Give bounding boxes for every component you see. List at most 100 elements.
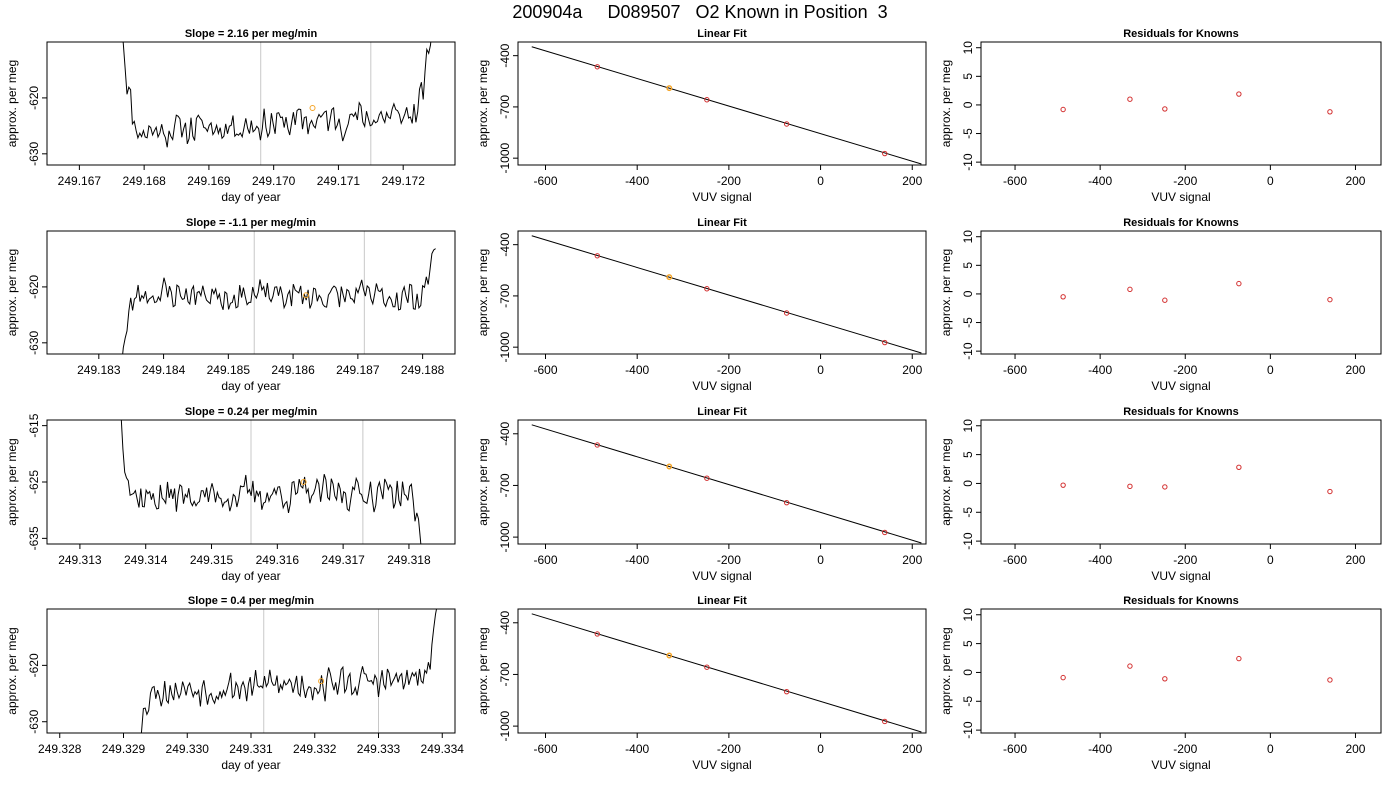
residual-point [1327, 488, 1333, 495]
x-tick-label: -400 [1088, 363, 1112, 377]
residual-point [1327, 296, 1333, 303]
x-axis-label: VUV signal [1151, 758, 1210, 772]
panel-title: Linear Fit [697, 28, 747, 40]
x-tick-label: -200 [1173, 742, 1197, 756]
known-point [704, 286, 710, 292]
y-tick-label: -1000 [498, 710, 512, 741]
x-tick-label: 249.169 [187, 174, 231, 188]
known-point [783, 688, 790, 695]
y-axis-label: approx. per meg [939, 249, 953, 336]
panel-title: Linear Fit [697, 595, 747, 607]
x-tick-label: 0 [817, 174, 824, 188]
x-axis-label: day of year [221, 379, 280, 393]
x-tick-label: 200 [902, 363, 922, 377]
x-tick-label: 249.318 [387, 553, 431, 567]
panel-title: Residuals for Knowns [1123, 406, 1239, 418]
x-tick-label: 200 [1345, 742, 1365, 756]
x-axis-label: VUV signal [1151, 569, 1210, 583]
x-tick-label: 249.172 [381, 174, 425, 188]
fit-line [531, 235, 922, 354]
y-axis-label: approx. per meg [5, 60, 19, 147]
plot-area [1060, 280, 1333, 303]
x-tick-label: 0 [1267, 174, 1274, 188]
residual-point [1060, 294, 1066, 300]
y-tick-label: -630 [27, 141, 41, 165]
y-tick-label: 10 [961, 608, 975, 622]
x-tick-label: -400 [625, 174, 649, 188]
x-tick-label: 249.170 [252, 174, 296, 188]
y-tick-label: -10 [961, 342, 975, 360]
panel-r1-c1: Slope = 2.16 per meg/min day of year appro… [5, 28, 456, 204]
x-tick-label: 0 [1267, 742, 1274, 756]
x-tick-label: 0 [817, 742, 824, 756]
x-tick-label: 249.186 [271, 363, 315, 377]
residual-point [1236, 280, 1242, 287]
residual-point [1236, 655, 1242, 662]
data-trace [122, 42, 432, 148]
highlight-point [666, 85, 673, 92]
panel-r1-c2: Linear Fit VUV signal approx. per meg -600 -… [476, 28, 927, 204]
x-tick-label: -400 [625, 553, 649, 567]
y-axis-label: approx. per meg [5, 249, 19, 336]
highlight-point [666, 463, 673, 470]
y-tick-label: -400 [498, 610, 512, 634]
panel-r4-c1: Slope = 0.4 per meg/min day of year approx… [5, 595, 464, 772]
x-tick-label: -400 [625, 363, 649, 377]
panel-title: Linear Fit [697, 406, 747, 418]
x-tick-label: 249.314 [124, 553, 168, 567]
y-axis-label: approx. per meg [5, 627, 19, 714]
y-tick-label: -620 [27, 653, 41, 677]
panel-title: Slope = -1.1 per meg/min [186, 217, 316, 229]
plot-frame [980, 419, 1382, 545]
y-tick-label: 0 [961, 480, 975, 487]
plot-area [140, 609, 438, 733]
plot-area [1060, 91, 1333, 115]
known-point [594, 631, 601, 637]
fit-line [531, 46, 922, 165]
x-tick-label: 249.330 [166, 742, 210, 756]
plot-frame [46, 230, 456, 355]
x-axis-label: day of year [221, 569, 280, 583]
y-tick-label: -700 [498, 662, 512, 686]
y-tick-label: -5 [961, 507, 975, 518]
x-tick-label: 200 [1345, 174, 1365, 188]
x-tick-label: 200 [902, 742, 922, 756]
x-tick-label: 249.171 [317, 174, 361, 188]
fit-line [531, 424, 922, 544]
y-tick-label: -5 [961, 128, 975, 139]
x-tick-label: -200 [717, 174, 741, 188]
plot-frame [46, 41, 456, 166]
y-tick-label: 5 [961, 451, 975, 458]
y-tick-label: -620 [27, 86, 41, 110]
x-axis-label: day of year [221, 190, 280, 204]
x-tick-label: -600 [533, 553, 557, 567]
residual-point [1127, 286, 1133, 293]
known-point [882, 339, 888, 346]
plot-frame [517, 230, 927, 355]
x-tick-label: 249.317 [321, 553, 365, 567]
y-tick-label: -635 [27, 526, 41, 550]
y-tick-label: -10 [961, 721, 975, 739]
x-tick-label: -400 [1088, 174, 1112, 188]
highlight-point [666, 652, 673, 659]
x-tick-label: 249.313 [58, 553, 102, 567]
highlight-point [318, 678, 325, 685]
highlight-point [666, 274, 673, 281]
x-tick-label: -600 [533, 174, 557, 188]
panel-r2-c3: Residuals for Knowns VUV signal approx. pe… [939, 217, 1382, 393]
x-tick-label: -200 [1173, 363, 1197, 377]
data-trace [140, 609, 438, 733]
x-tick-label: -200 [717, 742, 741, 756]
panel-r4-c3: Residuals for Knowns VUV signal approx. pe… [939, 595, 1382, 772]
x-tick-label: 249.332 [293, 742, 337, 756]
y-tick-label: -10 [961, 153, 975, 171]
known-point [882, 718, 888, 725]
x-tick-label: -600 [1003, 174, 1027, 188]
x-tick-label: 249.183 [77, 363, 121, 377]
residual-point [1327, 109, 1333, 115]
x-axis-label: VUV signal [692, 379, 751, 393]
y-axis-label: approx. per meg [939, 60, 953, 147]
panel-r3-c2: Linear Fit VUV signal approx. per meg -600 -… [476, 406, 927, 583]
x-tick-label: 0 [817, 553, 824, 567]
x-tick-label: -200 [1173, 174, 1197, 188]
